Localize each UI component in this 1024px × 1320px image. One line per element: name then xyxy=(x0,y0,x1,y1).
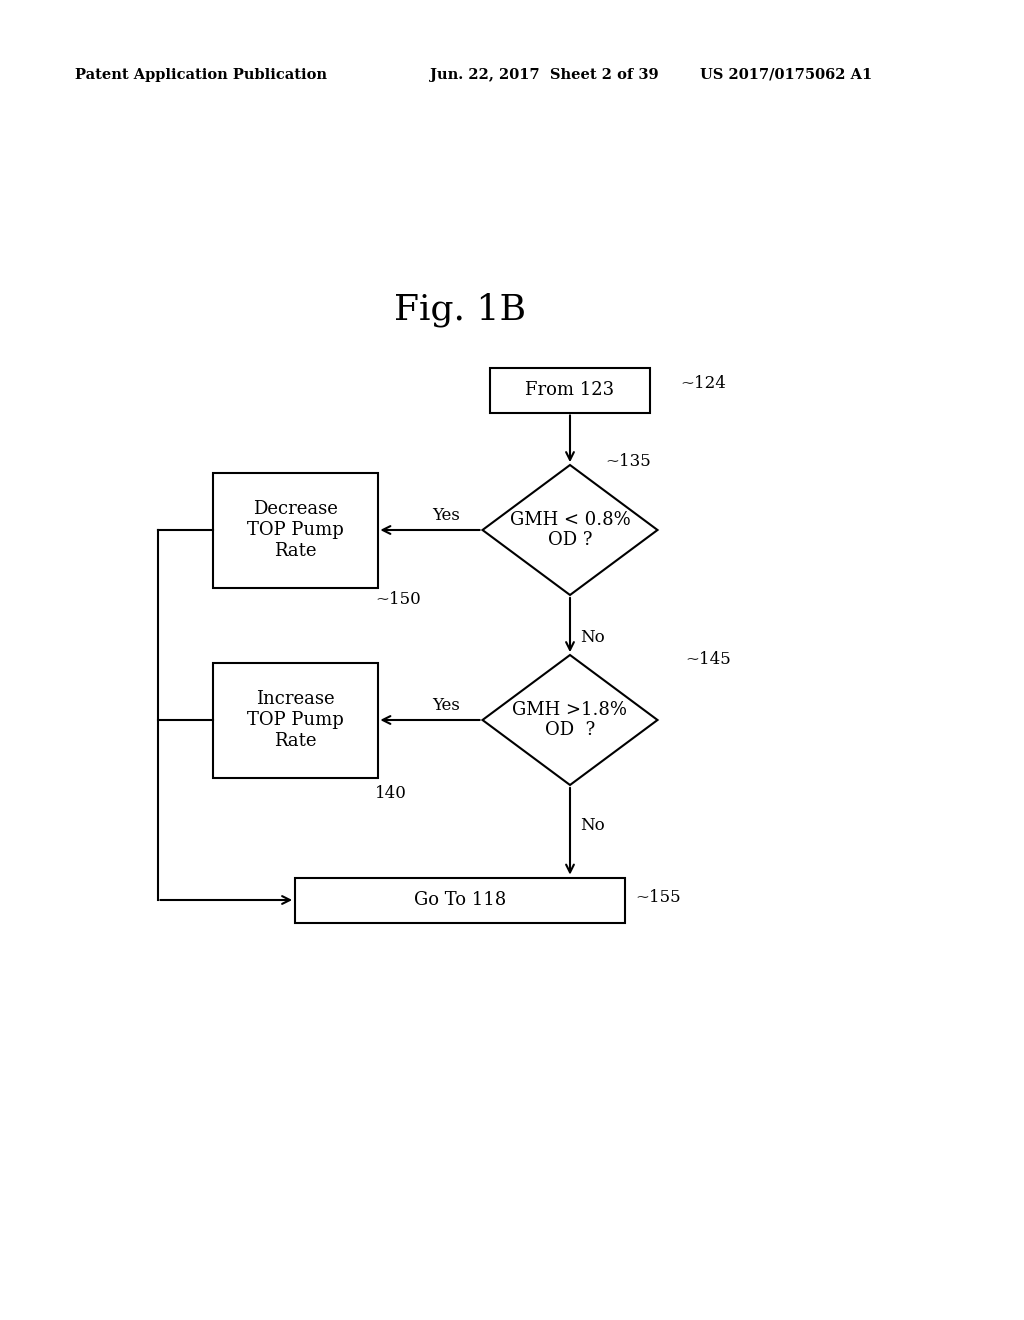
Text: Fig. 1B: Fig. 1B xyxy=(394,293,526,327)
Text: Yes: Yes xyxy=(432,697,460,714)
Polygon shape xyxy=(482,465,657,595)
Text: ~135: ~135 xyxy=(605,454,650,470)
Text: No: No xyxy=(580,630,605,647)
Text: Go To 118: Go To 118 xyxy=(414,891,506,909)
Text: ~155: ~155 xyxy=(635,888,681,906)
Bar xyxy=(213,473,378,587)
Text: US 2017/0175062 A1: US 2017/0175062 A1 xyxy=(700,69,872,82)
Text: GMH < 0.8%
OD ?: GMH < 0.8% OD ? xyxy=(510,511,631,549)
Text: Yes: Yes xyxy=(432,507,460,524)
Text: From 123: From 123 xyxy=(525,381,614,399)
Text: Jun. 22, 2017  Sheet 2 of 39: Jun. 22, 2017 Sheet 2 of 39 xyxy=(430,69,658,82)
Text: GMH >1.8%
OD  ?: GMH >1.8% OD ? xyxy=(512,701,628,739)
Bar xyxy=(490,367,650,412)
Text: ~145: ~145 xyxy=(685,652,731,668)
Text: 140: 140 xyxy=(375,784,407,801)
Text: No: No xyxy=(580,817,605,833)
Text: Increase
TOP Pump
Rate: Increase TOP Pump Rate xyxy=(247,690,343,750)
Text: Decrease
TOP Pump
Rate: Decrease TOP Pump Rate xyxy=(247,500,343,560)
Bar xyxy=(295,878,625,923)
Text: Patent Application Publication: Patent Application Publication xyxy=(75,69,327,82)
Text: ~124: ~124 xyxy=(680,375,726,392)
Bar xyxy=(213,663,378,777)
Polygon shape xyxy=(482,655,657,785)
Text: ~150: ~150 xyxy=(375,591,421,609)
